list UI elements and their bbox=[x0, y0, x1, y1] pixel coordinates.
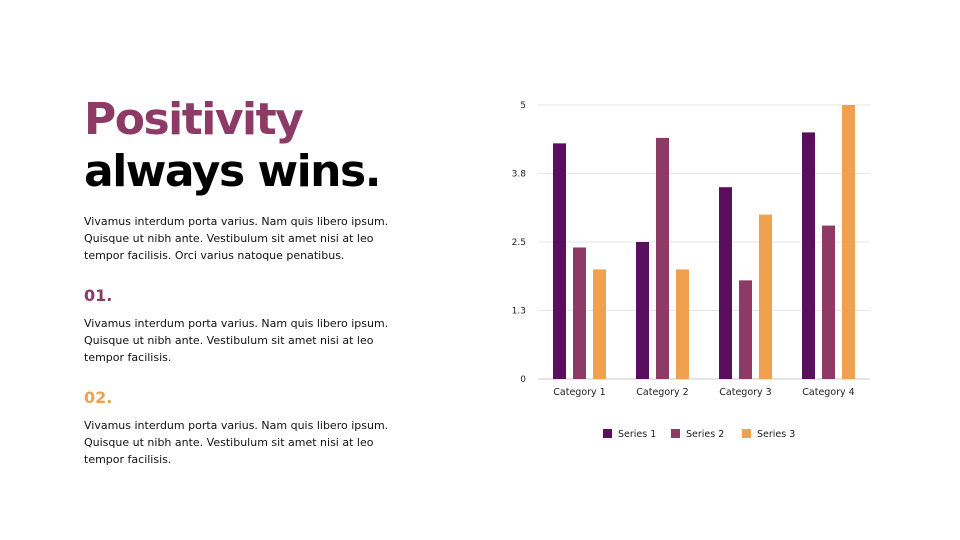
point-2-number: 02. bbox=[84, 388, 113, 407]
heading-line-1: Positivity bbox=[84, 94, 304, 145]
legend-label-1: Series 1 bbox=[618, 429, 656, 440]
bar-chart: 0 1.3 2.5 3.8 5 Category 1 Category 2 Category … bbox=[512, 101, 870, 440]
bar-2-1 bbox=[573, 247, 586, 379]
bar-3-2 bbox=[676, 269, 689, 379]
bar-3-4 bbox=[842, 105, 855, 379]
legend-label-2: Series 2 bbox=[686, 429, 724, 440]
bar-1-1 bbox=[553, 143, 566, 379]
x-tick-label: Category 2 bbox=[636, 387, 688, 398]
bar-1-2 bbox=[636, 242, 649, 379]
y-tick-label: 0 bbox=[520, 375, 526, 385]
y-tick-label: 5 bbox=[520, 101, 526, 111]
y-tick-label: 1.3 bbox=[512, 307, 526, 317]
legend-swatch-2 bbox=[671, 429, 680, 438]
intro-paragraph: Vivamus interdum porta varius. Nam quis … bbox=[84, 215, 389, 262]
legend-swatch-3 bbox=[742, 429, 751, 438]
bar-1-4 bbox=[802, 132, 815, 379]
point-1-text: Vivamus interdum porta varius. Nam quis … bbox=[84, 317, 389, 364]
legend-swatch-1 bbox=[603, 429, 612, 438]
bar-1-3 bbox=[719, 187, 732, 379]
bar-2-3 bbox=[739, 280, 752, 379]
x-tick-label: Category 1 bbox=[553, 387, 605, 398]
point-1-number: 01. bbox=[84, 286, 113, 305]
heading: Positivity always wins. bbox=[84, 94, 414, 198]
x-tick-label: Category 4 bbox=[802, 387, 854, 398]
point-2-text: Vivamus interdum porta varius. Nam quis … bbox=[84, 419, 389, 466]
bar-2-2 bbox=[656, 137, 669, 379]
bar-2-4 bbox=[822, 225, 835, 379]
legend-label-3: Series 3 bbox=[757, 429, 795, 440]
y-tick-label: 2.5 bbox=[512, 238, 526, 248]
bar-3-1 bbox=[593, 269, 606, 379]
y-tick-label: 3.8 bbox=[512, 170, 527, 180]
heading-line-2: always wins. bbox=[84, 146, 381, 197]
x-tick-label: Category 3 bbox=[719, 387, 771, 398]
bar-3-3 bbox=[759, 214, 772, 379]
